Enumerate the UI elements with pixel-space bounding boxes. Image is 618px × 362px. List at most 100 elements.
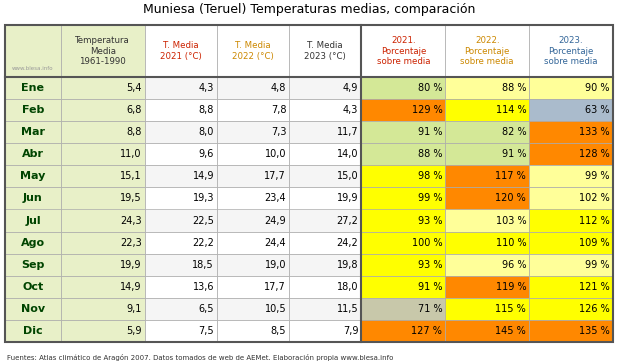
Bar xyxy=(289,298,362,320)
Bar xyxy=(529,77,613,99)
Bar xyxy=(145,121,217,143)
Bar xyxy=(289,77,362,99)
Text: 24,4: 24,4 xyxy=(265,237,286,248)
Text: 19,0: 19,0 xyxy=(265,260,286,270)
Text: 90 %: 90 % xyxy=(585,83,610,93)
Text: 98 %: 98 % xyxy=(418,171,442,181)
Text: Mar: Mar xyxy=(21,127,45,137)
Bar xyxy=(529,254,613,276)
Bar xyxy=(217,77,289,99)
Bar xyxy=(289,165,362,188)
Bar xyxy=(145,143,217,165)
Text: 99 %: 99 % xyxy=(418,193,442,203)
Bar xyxy=(446,121,529,143)
Bar xyxy=(446,232,529,254)
Bar xyxy=(289,210,362,232)
Bar xyxy=(145,210,217,232)
Text: 18,0: 18,0 xyxy=(337,282,358,292)
Bar xyxy=(5,320,61,342)
Text: 115 %: 115 % xyxy=(496,304,526,314)
Bar xyxy=(529,25,613,77)
Bar xyxy=(446,77,529,99)
Text: 129 %: 129 % xyxy=(412,105,442,115)
Text: 5,9: 5,9 xyxy=(126,326,142,336)
Text: Ene: Ene xyxy=(22,83,44,93)
Text: 102 %: 102 % xyxy=(579,193,610,203)
Bar xyxy=(446,165,529,188)
Text: 5,4: 5,4 xyxy=(126,83,142,93)
Text: T. Media
2021 (°C): T. Media 2021 (°C) xyxy=(160,41,201,61)
Bar xyxy=(362,188,446,210)
Text: 13,6: 13,6 xyxy=(192,282,214,292)
Bar xyxy=(362,298,446,320)
Bar xyxy=(446,25,529,77)
Text: 103 %: 103 % xyxy=(496,215,526,226)
Text: 27,2: 27,2 xyxy=(337,215,358,226)
Bar xyxy=(61,99,145,121)
Bar xyxy=(289,143,362,165)
Bar xyxy=(529,210,613,232)
Text: 117 %: 117 % xyxy=(496,171,526,181)
Bar xyxy=(362,210,446,232)
Text: 128 %: 128 % xyxy=(579,149,610,159)
Text: 6,8: 6,8 xyxy=(127,105,142,115)
Bar xyxy=(289,99,362,121)
Text: 2021.
Porcentaje
sobre media: 2021. Porcentaje sobre media xyxy=(376,36,430,66)
Bar xyxy=(446,254,529,276)
Text: 19,5: 19,5 xyxy=(120,193,142,203)
Text: Nov: Nov xyxy=(21,304,45,314)
Bar xyxy=(5,210,61,232)
Text: 22,2: 22,2 xyxy=(192,237,214,248)
Text: Abr: Abr xyxy=(22,149,44,159)
Text: 93 %: 93 % xyxy=(418,215,442,226)
Text: 126 %: 126 % xyxy=(579,304,610,314)
Text: Fuentes: Atlas climático de Aragón 2007. Datos tomados de web de AEMet. Elaborac: Fuentes: Atlas climático de Aragón 2007.… xyxy=(7,354,394,361)
Bar xyxy=(217,99,289,121)
Bar xyxy=(5,25,613,342)
Bar xyxy=(289,25,362,77)
Bar xyxy=(61,210,145,232)
Bar xyxy=(5,143,61,165)
Bar xyxy=(446,188,529,210)
Bar xyxy=(217,320,289,342)
Text: 91 %: 91 % xyxy=(418,127,442,137)
Text: Jul: Jul xyxy=(25,215,41,226)
Bar xyxy=(529,188,613,210)
Text: 4,9: 4,9 xyxy=(343,83,358,93)
Bar xyxy=(529,320,613,342)
Text: 4,3: 4,3 xyxy=(343,105,358,115)
Bar xyxy=(145,99,217,121)
Text: 8,8: 8,8 xyxy=(198,105,214,115)
Bar xyxy=(217,254,289,276)
Bar xyxy=(362,99,446,121)
Bar xyxy=(217,232,289,254)
Text: 8,5: 8,5 xyxy=(271,326,286,336)
Text: May: May xyxy=(20,171,46,181)
Bar xyxy=(61,165,145,188)
Bar xyxy=(289,188,362,210)
Text: Sep: Sep xyxy=(21,260,44,270)
Text: 7,9: 7,9 xyxy=(343,326,358,336)
Bar xyxy=(145,232,217,254)
Bar xyxy=(217,143,289,165)
Text: 80 %: 80 % xyxy=(418,83,442,93)
Bar xyxy=(217,25,289,77)
Text: 121 %: 121 % xyxy=(579,282,610,292)
Bar xyxy=(289,254,362,276)
Text: Oct: Oct xyxy=(22,282,44,292)
Bar xyxy=(362,25,446,77)
Text: 120 %: 120 % xyxy=(496,193,526,203)
Bar xyxy=(145,254,217,276)
Text: 10,0: 10,0 xyxy=(265,149,286,159)
Bar xyxy=(145,77,217,99)
Text: 91 %: 91 % xyxy=(502,149,526,159)
Text: 109 %: 109 % xyxy=(579,237,610,248)
Text: 19,8: 19,8 xyxy=(337,260,358,270)
Text: 88 %: 88 % xyxy=(502,83,526,93)
Bar xyxy=(217,165,289,188)
Bar xyxy=(529,165,613,188)
Bar xyxy=(61,77,145,99)
Text: Dic: Dic xyxy=(23,326,43,336)
Bar xyxy=(61,188,145,210)
Bar xyxy=(529,99,613,121)
